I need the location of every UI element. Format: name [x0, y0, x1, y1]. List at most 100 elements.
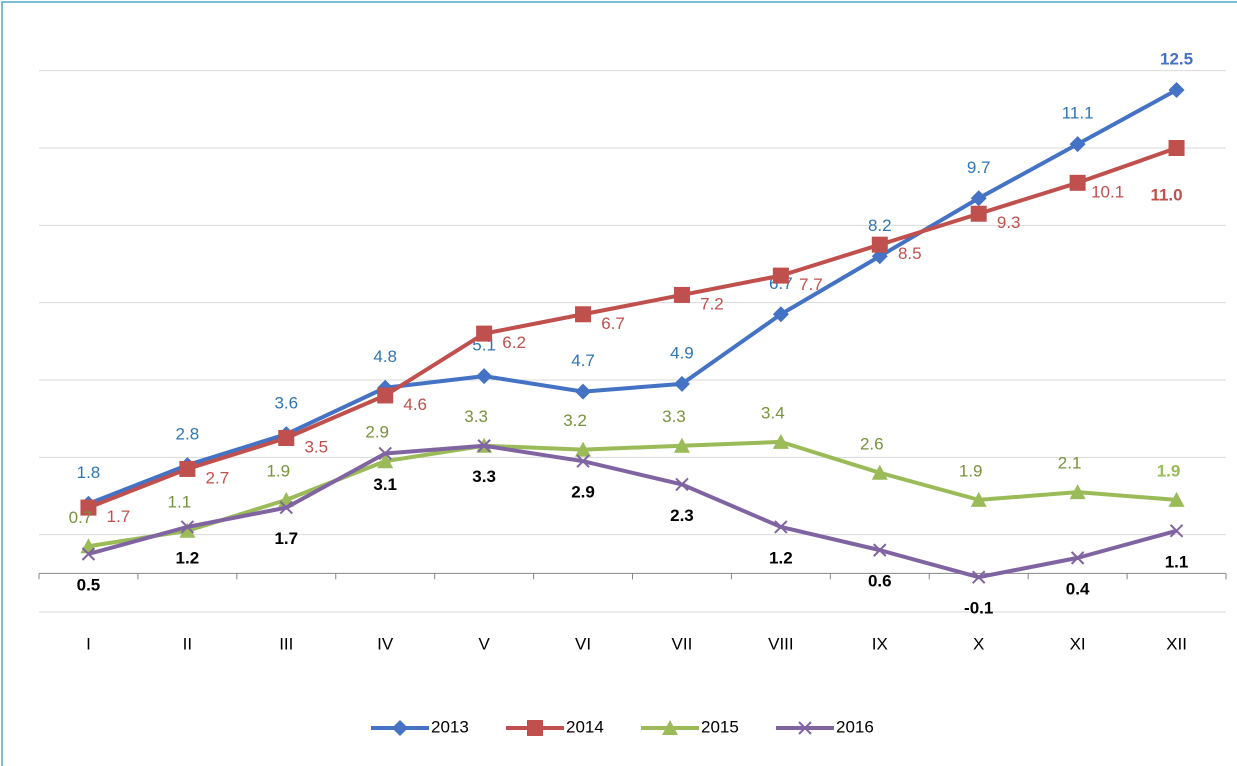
data-point: [970, 491, 987, 507]
data-label: 7.2: [700, 294, 724, 313]
data-label: 1.2: [769, 548, 793, 567]
data-point: [81, 547, 96, 561]
data-point: [1070, 551, 1085, 565]
data-label: 7.7: [799, 275, 823, 294]
data-point: [378, 446, 392, 461]
data-point: [1168, 140, 1185, 156]
legend-marker: [392, 720, 408, 736]
data-point: [1069, 484, 1086, 500]
data-point: [1168, 82, 1185, 98]
legend-item: 2013: [371, 717, 469, 736]
x-tick-label: VII: [672, 634, 693, 653]
data-label: 4.9: [670, 343, 694, 362]
data-point: [970, 190, 987, 207]
data-point: [576, 454, 590, 468]
legend-label: 2013: [431, 717, 469, 736]
data-point: [772, 306, 789, 323]
data-point: [279, 500, 293, 515]
data-label: 1.1: [1165, 552, 1189, 571]
data-point: [1169, 524, 1184, 538]
data-label: 3.3: [472, 467, 496, 486]
data-point: [575, 306, 592, 323]
data-point: [476, 368, 493, 385]
data-label: 3.3: [662, 407, 686, 426]
x-tick-label: XI: [1070, 634, 1086, 653]
data-label: 8.2: [868, 216, 892, 235]
data-point: [774, 520, 788, 534]
data-point: [1168, 491, 1185, 507]
data-point: [873, 543, 887, 557]
data-label: 1.8: [77, 463, 101, 482]
data-label: 3.6: [274, 394, 298, 413]
data-label: 0.6: [868, 572, 892, 591]
data-point: [772, 433, 789, 449]
data-point: [476, 325, 493, 342]
data-label: 2.6: [860, 434, 884, 453]
data-label: 8.5: [898, 244, 922, 263]
legend-item: 2014: [506, 717, 604, 736]
data-label: 1.9: [266, 461, 290, 480]
data-label: 1.1: [168, 492, 192, 511]
data-label: -0.1: [964, 599, 993, 618]
data-label: 3.3: [464, 407, 488, 426]
data-label: 9.3: [997, 213, 1021, 232]
data-point: [673, 375, 690, 392]
data-label: 0.7: [69, 508, 93, 527]
data-label: 2.9: [571, 483, 595, 502]
x-tick-label: XII: [1166, 634, 1187, 653]
data-label: 11.0: [1150, 185, 1182, 204]
data-label: 1.7: [274, 529, 298, 548]
data-label: 2.3: [670, 506, 694, 525]
data-label: 1.7: [107, 507, 131, 526]
data-point: [1069, 136, 1086, 153]
series-line: [87, 146, 1178, 510]
data-point: [179, 460, 196, 477]
legend-item: 2015: [641, 717, 739, 736]
x-tick-label: IX: [872, 634, 888, 653]
data-point: [180, 520, 195, 534]
data-label: 1.9: [1157, 461, 1181, 480]
data-label: 2.1: [1058, 454, 1082, 473]
data-label: 4.6: [403, 395, 427, 414]
data-point: [972, 570, 986, 584]
legend-marker: [798, 721, 812, 735]
x-tick-label: I: [86, 634, 91, 653]
data-point: [675, 477, 689, 492]
data-label: 0.4: [1066, 579, 1090, 598]
series-line: [88, 439, 1177, 549]
legend-label: 2016: [836, 717, 874, 736]
legend-item: 2016: [776, 717, 874, 736]
data-point: [377, 387, 394, 404]
x-tick-label: V: [478, 634, 490, 653]
data-point: [871, 236, 888, 253]
data-label: 0.5: [77, 575, 101, 594]
series-line: [87, 443, 1178, 580]
x-tick-label: VI: [575, 634, 591, 653]
data-label: 9.7: [967, 158, 991, 177]
data-label: 6.2: [502, 333, 526, 352]
x-tick-label: IV: [377, 634, 394, 653]
x-tick-label: X: [973, 634, 984, 653]
data-label: 3.5: [304, 437, 328, 456]
data-label: 3.2: [563, 411, 587, 430]
x-tick-label: VIII: [768, 634, 794, 653]
data-point: [80, 499, 97, 516]
data-point: [1069, 174, 1086, 191]
data-label: 2.9: [365, 423, 389, 442]
data-label: 2.7: [206, 468, 230, 487]
data-label: 10.1: [1091, 182, 1124, 201]
data-label: 2.8: [176, 425, 200, 444]
data-point: [179, 522, 196, 538]
data-label: 4.7: [571, 351, 595, 370]
legend-marker: [662, 720, 678, 735]
data-label: 3.1: [373, 475, 397, 494]
data-point: [673, 286, 690, 303]
data-point: [278, 430, 295, 446]
data-point: [871, 464, 888, 480]
data-point: [970, 205, 987, 222]
data-point: [575, 383, 592, 400]
data-label: 4.8: [373, 347, 397, 366]
data-point: [772, 267, 789, 284]
